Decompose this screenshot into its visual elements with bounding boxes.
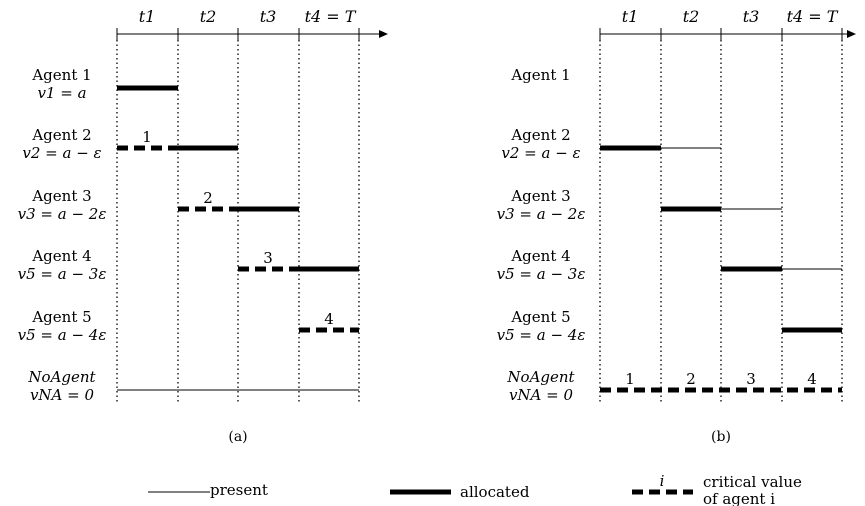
agent-value-a-4: v5 = a − 3ε bbox=[18, 265, 107, 283]
legend-critical-symbol: i bbox=[660, 472, 665, 490]
dotted-gridlines-b bbox=[599, 40, 843, 403]
legend-critical-label-line2: of agent i bbox=[703, 490, 775, 506]
time-label-b-3: t3 bbox=[743, 7, 760, 26]
critical-label-b-1: 1 bbox=[625, 370, 635, 388]
agent-value-b-2: v2 = a − ε bbox=[501, 144, 580, 162]
time-axis-arrow-b bbox=[847, 30, 856, 38]
agent-label-a-noagent: NoAgent bbox=[27, 368, 96, 386]
time-label-a-2: t2 bbox=[200, 7, 217, 26]
critical-label-a-4: 4 bbox=[324, 310, 334, 328]
agent-label-a-5: Agent 5 bbox=[31, 308, 91, 326]
time-label-a-3: t3 bbox=[260, 7, 277, 26]
critical-label-a-1: 1 bbox=[142, 128, 152, 146]
critical-label-b-4: 4 bbox=[807, 370, 817, 388]
agent-label-a-3: Agent 3 bbox=[31, 187, 91, 205]
critical-label-a-3: 3 bbox=[263, 249, 273, 267]
agent-value-b-4: v5 = a − 3ε bbox=[497, 265, 586, 283]
panel-a: t1 t2 t3 t4 = T Agent 1 v1 = a Agent 2 v… bbox=[18, 7, 388, 445]
caption-a: (a) bbox=[228, 429, 247, 445]
legend-present-label: present bbox=[210, 481, 268, 499]
time-label-b-2: t2 bbox=[683, 7, 700, 26]
time-axis-arrow-a bbox=[379, 30, 388, 38]
agent-label-a-1: Agent 1 bbox=[31, 66, 91, 84]
agent-label-b-1: Agent 1 bbox=[510, 66, 570, 84]
legend-critical-label-line1: critical value bbox=[703, 473, 802, 491]
caption-b: (b) bbox=[711, 429, 731, 445]
agent-value-a-2: v2 = a − ε bbox=[22, 144, 101, 162]
critical-label-b-3: 3 bbox=[746, 370, 756, 388]
agent-value-a-5: v5 = a − 4ε bbox=[18, 326, 107, 344]
agent-label-b-noagent: NoAgent bbox=[506, 368, 575, 386]
agent-value-b-5: v5 = a − 4ε bbox=[497, 326, 586, 344]
agent-label-b-4: Agent 4 bbox=[510, 247, 570, 265]
agent-value-b-3: v3 = a − 2ε bbox=[497, 205, 586, 223]
time-label-b-1: t1 bbox=[622, 7, 639, 26]
time-label-b-4: t4 = T bbox=[787, 7, 839, 26]
agent-label-a-4: Agent 4 bbox=[31, 247, 91, 265]
critical-label-b-2: 2 bbox=[686, 370, 696, 388]
agent-value-a-1: v1 = a bbox=[37, 84, 86, 102]
panel-b: t1 t2 t3 t4 = T Agent 1 Agent 2 v2 = a −… bbox=[497, 7, 856, 445]
agent-label-b-2: Agent 2 bbox=[510, 126, 570, 144]
critical-label-a-2: 2 bbox=[203, 189, 213, 207]
agent-label-b-5: Agent 5 bbox=[510, 308, 570, 326]
agent-label-a-2: Agent 2 bbox=[31, 126, 91, 144]
time-label-a-1: t1 bbox=[139, 7, 156, 26]
dotted-gridlines-a bbox=[116, 40, 360, 403]
time-label-a-4: t4 = T bbox=[305, 7, 357, 26]
legend: present allocated i critical value of ag… bbox=[148, 472, 802, 506]
legend-allocated-label: allocated bbox=[460, 483, 530, 501]
agent-value-a-3: v3 = a − 2ε bbox=[18, 205, 107, 223]
agent-value-b-noagent: vNA = 0 bbox=[509, 386, 574, 404]
agent-value-a-noagent: vNA = 0 bbox=[30, 386, 95, 404]
agent-label-b-3: Agent 3 bbox=[510, 187, 570, 205]
